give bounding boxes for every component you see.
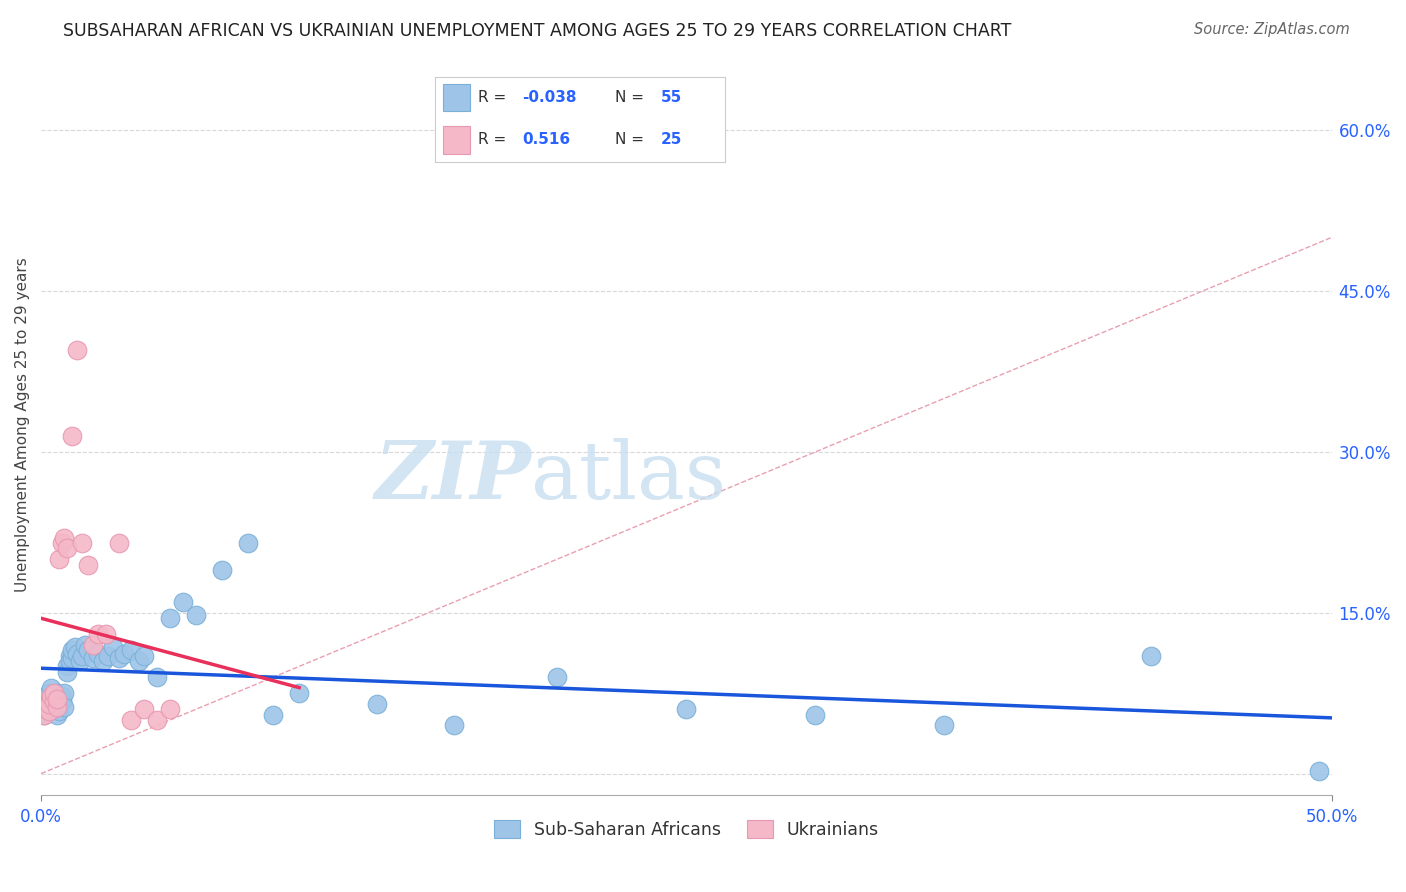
- Point: [134, 702, 156, 716]
- Point: [1308, 764, 1330, 779]
- Point: [48, 552, 70, 566]
- Text: ZIP: ZIP: [374, 438, 531, 516]
- Point: [38, 697, 60, 711]
- Point: [32, 707, 55, 722]
- Point: [211, 563, 233, 577]
- Point: [91, 654, 114, 668]
- Point: [35, 691, 58, 706]
- Point: [72, 536, 94, 550]
- Point: [35, 702, 58, 716]
- Point: [184, 607, 207, 622]
- Point: [146, 670, 169, 684]
- Point: [41, 690, 63, 704]
- Point: [60, 429, 83, 443]
- Point: [112, 647, 135, 661]
- Point: [76, 643, 98, 657]
- Point: [58, 648, 80, 663]
- Point: [45, 707, 67, 722]
- Point: [107, 536, 129, 550]
- Point: [82, 638, 104, 652]
- Point: [56, 665, 79, 679]
- Point: [172, 595, 194, 609]
- Point: [804, 707, 827, 722]
- Point: [48, 697, 70, 711]
- Point: [51, 536, 73, 550]
- Point: [443, 718, 465, 732]
- Point: [32, 707, 55, 722]
- Text: SUBSAHARAN AFRICAN VS UKRAINIAN UNEMPLOYMENT AMONG AGES 25 TO 29 YEARS CORRELATI: SUBSAHARAN AFRICAN VS UKRAINIAN UNEMPLOY…: [63, 22, 1012, 40]
- Point: [366, 697, 388, 711]
- Point: [82, 650, 104, 665]
- Point: [66, 647, 89, 661]
- Point: [236, 536, 259, 550]
- Point: [63, 640, 86, 654]
- Point: [45, 691, 67, 706]
- Point: [73, 638, 96, 652]
- Point: [56, 659, 79, 673]
- Point: [42, 694, 65, 708]
- Point: [42, 691, 65, 706]
- Point: [60, 643, 83, 657]
- Point: [66, 343, 89, 357]
- Point: [120, 713, 142, 727]
- Point: [38, 705, 60, 719]
- Point: [60, 650, 83, 665]
- Point: [53, 686, 76, 700]
- Point: [134, 648, 156, 663]
- Point: [45, 686, 67, 700]
- Point: [69, 654, 91, 668]
- Point: [97, 648, 120, 663]
- Point: [146, 713, 169, 727]
- Point: [94, 627, 117, 641]
- Point: [87, 627, 110, 641]
- Point: [128, 654, 150, 668]
- Point: [87, 647, 110, 661]
- Point: [51, 694, 73, 708]
- Y-axis label: Unemployment Among Ages 25 to 29 years: Unemployment Among Ages 25 to 29 years: [15, 258, 30, 592]
- Text: Source: ZipAtlas.com: Source: ZipAtlas.com: [1194, 22, 1350, 37]
- Point: [934, 718, 956, 732]
- Point: [72, 648, 94, 663]
- Point: [159, 611, 181, 625]
- Point: [120, 643, 142, 657]
- Point: [103, 640, 125, 654]
- Point: [1140, 648, 1163, 663]
- Point: [58, 654, 80, 668]
- Legend: Sub-Saharan Africans, Ukrainians: Sub-Saharan Africans, Ukrainians: [486, 813, 886, 846]
- Point: [159, 702, 181, 716]
- Point: [288, 686, 311, 700]
- Point: [48, 705, 70, 719]
- Point: [546, 670, 568, 684]
- Point: [675, 702, 697, 716]
- Point: [76, 558, 98, 572]
- Point: [42, 702, 65, 716]
- Point: [51, 690, 73, 704]
- Point: [35, 702, 58, 716]
- Point: [38, 705, 60, 719]
- Point: [53, 700, 76, 714]
- Point: [45, 700, 67, 714]
- Point: [56, 541, 79, 556]
- Point: [38, 686, 60, 700]
- Point: [262, 707, 284, 722]
- Point: [41, 697, 63, 711]
- Text: atlas: atlas: [531, 438, 727, 516]
- Point: [53, 531, 76, 545]
- Point: [41, 681, 63, 695]
- Point: [42, 686, 65, 700]
- Point: [107, 650, 129, 665]
